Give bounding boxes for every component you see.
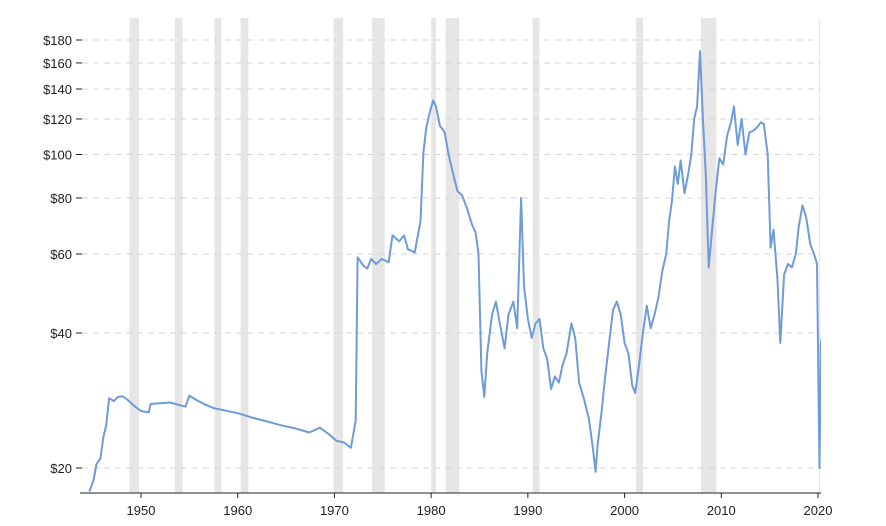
x-tick-label: 2000 xyxy=(610,503,639,518)
y-tick-label: $120 xyxy=(43,112,72,127)
y-tick-label: $100 xyxy=(43,147,72,162)
series-lines xyxy=(88,50,821,492)
x-tick-label: 1950 xyxy=(127,503,156,518)
x-tick-label: 1990 xyxy=(513,503,542,518)
y-axis-ticks: $20 $40 $60 $80 $100 $120 $140 $160 $180 xyxy=(43,33,82,476)
y-tick-label: $160 xyxy=(43,56,72,71)
y-tick-label: $60 xyxy=(50,247,72,262)
recession-band xyxy=(431,18,436,493)
recession-band xyxy=(333,18,344,493)
recession-band xyxy=(818,18,820,493)
x-tick-label: 1960 xyxy=(223,503,252,518)
x-tick-label: 2010 xyxy=(707,503,736,518)
series-line xyxy=(88,50,821,492)
x-tick-label: 1970 xyxy=(320,503,349,518)
y-tick-label: $180 xyxy=(43,33,72,48)
recession-band xyxy=(174,18,183,493)
y-tick-label: $40 xyxy=(50,326,72,341)
x-axis-ticks: 1950 1960 1970 1980 1990 2000 2010 2020 xyxy=(80,492,833,518)
recession-band xyxy=(445,18,460,493)
recession-band xyxy=(214,18,222,493)
grid-lines xyxy=(82,39,821,469)
recession-band xyxy=(240,18,249,493)
y-tick-label: $80 xyxy=(50,191,72,206)
y-tick-label: $20 xyxy=(50,461,72,476)
recession-band xyxy=(636,18,643,493)
recession-band xyxy=(532,18,540,493)
series-line xyxy=(818,335,821,469)
y-tick-label: $140 xyxy=(43,82,72,97)
recession-bands xyxy=(129,18,820,493)
recession-band xyxy=(129,18,140,493)
x-tick-label: 2020 xyxy=(804,503,833,518)
recession-band xyxy=(372,18,385,493)
x-tick-label: 1980 xyxy=(417,503,446,518)
